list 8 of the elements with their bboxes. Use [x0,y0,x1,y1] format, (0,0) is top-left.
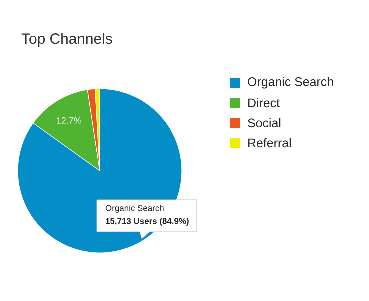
data-label: 12.7% [57,118,82,124]
text: 15,713 Users (84.9%) [106,218,189,226]
legend-label: Referral [248,138,291,148]
text: Organic Search [106,205,164,213]
chart-title: Top Channels [22,33,112,48]
legend-label: Organic Search [248,77,334,89]
legend-label: Direct [248,98,280,108]
legend-label: Social [248,118,281,128]
